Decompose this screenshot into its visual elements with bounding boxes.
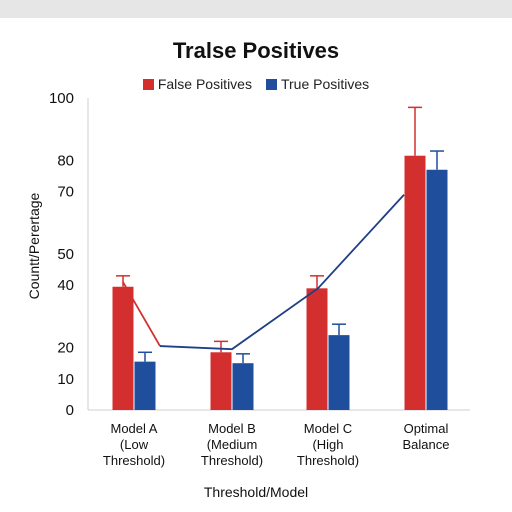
x-tick-label-line: (Medium (207, 437, 258, 452)
legend-item-false-positives: False Positives (142, 76, 252, 92)
bar-1-1 (232, 363, 254, 410)
legend-item-true-positives: True Positives (265, 76, 370, 92)
y-tick-label-3: 40 (57, 277, 74, 294)
trend-line (159, 194, 405, 351)
legend-label-true-positives: True Positives (280, 76, 370, 92)
x-tick-label-2: Model C (High Threshold) (297, 421, 359, 468)
bar-0-1 (210, 352, 232, 410)
y-tick-label-1: 10 (57, 371, 74, 388)
top-strip (0, 0, 512, 18)
x-tick-label-line: (High (312, 437, 343, 452)
legend-swatch-true-positives (265, 78, 277, 90)
y-tick-label-0: 0 (66, 402, 74, 419)
bar-0-0 (112, 286, 134, 410)
x-tick-label-0: Model A (Low Threshold) (103, 421, 165, 468)
legend-label-false-positives: False Positives (157, 76, 252, 92)
bar-0-2 (306, 288, 328, 410)
x-tick-label-line: Threshold) (297, 453, 359, 468)
x-tick-label-1: Model B (Medium Threshold) (201, 421, 263, 468)
y-tick-label-5: 70 (57, 184, 74, 201)
y-tick-label-6: 80 (57, 152, 74, 169)
red-connector-line (122, 281, 161, 347)
x-tick-label-line: Balance (403, 437, 450, 452)
bar-1-0 (134, 361, 156, 410)
x-tick-label-line: Model B (208, 421, 256, 436)
x-tick-label-line: Optimal (404, 421, 449, 436)
legend-swatch-false-positives (142, 78, 154, 90)
chart-legend: False Positives True Positives (0, 76, 512, 92)
bar-1-2 (328, 335, 350, 410)
x-tick-label-line: Threshold) (201, 453, 263, 468)
x-tick-label-line: Model C (304, 421, 352, 436)
x-tick-label-line: Threshold) (103, 453, 165, 468)
y-tick-label-4: 50 (57, 246, 74, 263)
y-tick-label-2: 20 (57, 340, 74, 357)
x-tick-label-3: Optimal Balance (403, 421, 450, 452)
chart-title: Tralse Positives (172, 38, 340, 63)
bar-1-3 (426, 169, 448, 410)
x-tick-label-line: (Low (120, 437, 149, 452)
x-axis-label: Threshold/Model (203, 484, 309, 500)
y-tick-label-7: 100 (49, 90, 74, 107)
x-tick-label-line: Model A (111, 421, 158, 436)
bar-0-3 (404, 155, 426, 410)
